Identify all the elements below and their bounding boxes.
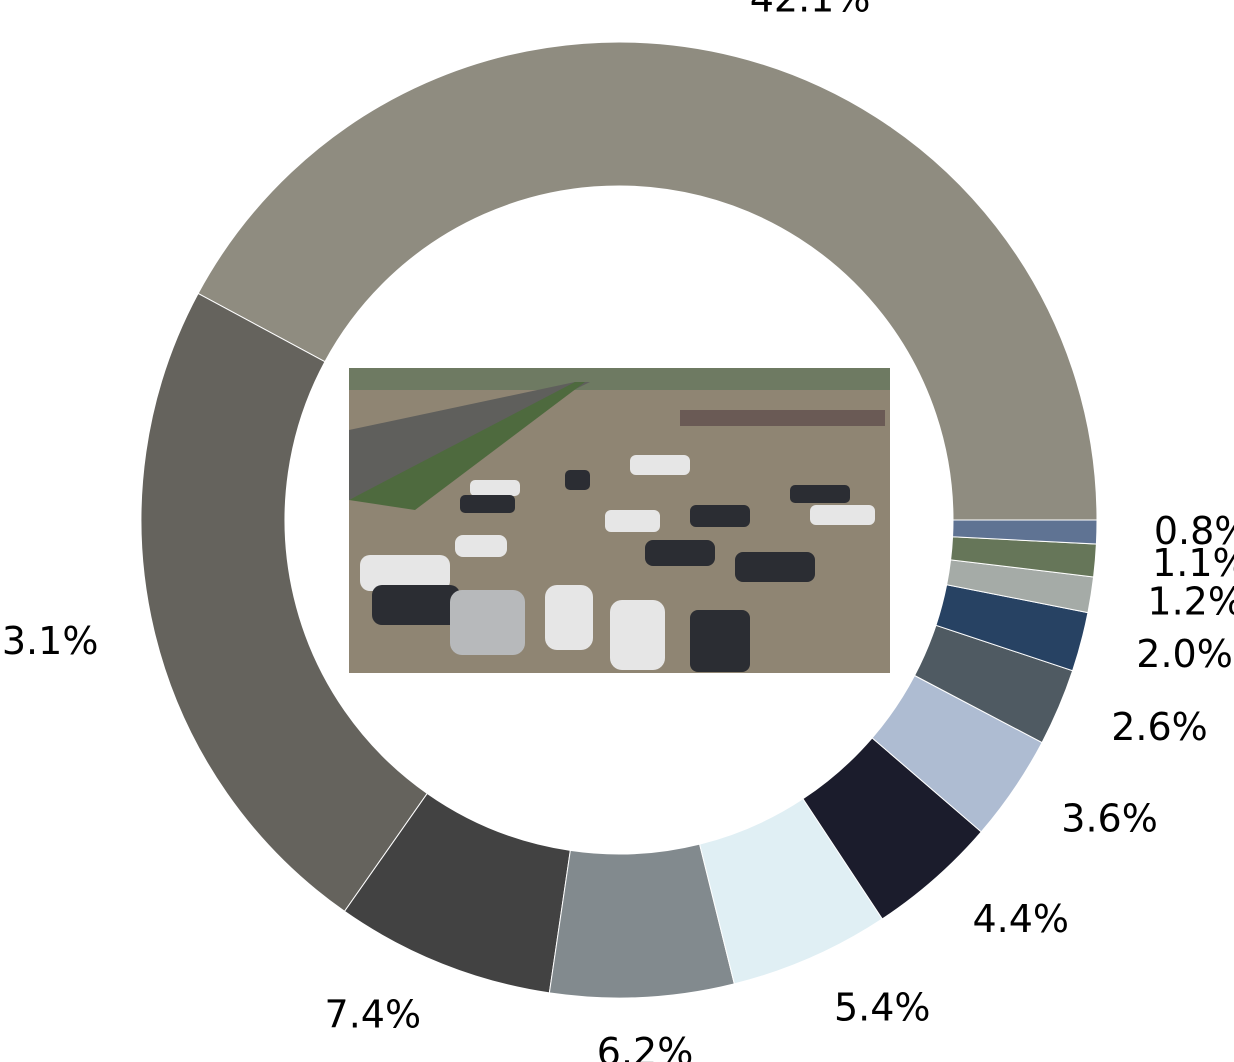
slice-label: 6.2% bbox=[597, 1030, 694, 1062]
slice-label: 42.1% bbox=[750, 0, 871, 21]
slice-label: 0.8% bbox=[1154, 509, 1234, 553]
slice-label: 23.1% bbox=[0, 619, 98, 663]
donut-slice bbox=[952, 519, 1098, 545]
slice-label: 5.4% bbox=[834, 985, 931, 1029]
aerial-parking-lot-photo-icon bbox=[349, 368, 890, 673]
slice-label: 2.0% bbox=[1136, 632, 1233, 676]
donut-slices bbox=[140, 41, 1098, 999]
slice-label: 2.6% bbox=[1111, 705, 1208, 749]
donut-slice bbox=[197, 41, 1098, 521]
slice-label: 3.6% bbox=[1061, 796, 1158, 840]
slice-label: 1.1% bbox=[1152, 541, 1234, 585]
donut-slice bbox=[140, 292, 428, 913]
slice-label: 4.4% bbox=[972, 897, 1069, 941]
slice-label: 1.2% bbox=[1147, 579, 1234, 623]
slice-label: 7.4% bbox=[325, 993, 422, 1037]
